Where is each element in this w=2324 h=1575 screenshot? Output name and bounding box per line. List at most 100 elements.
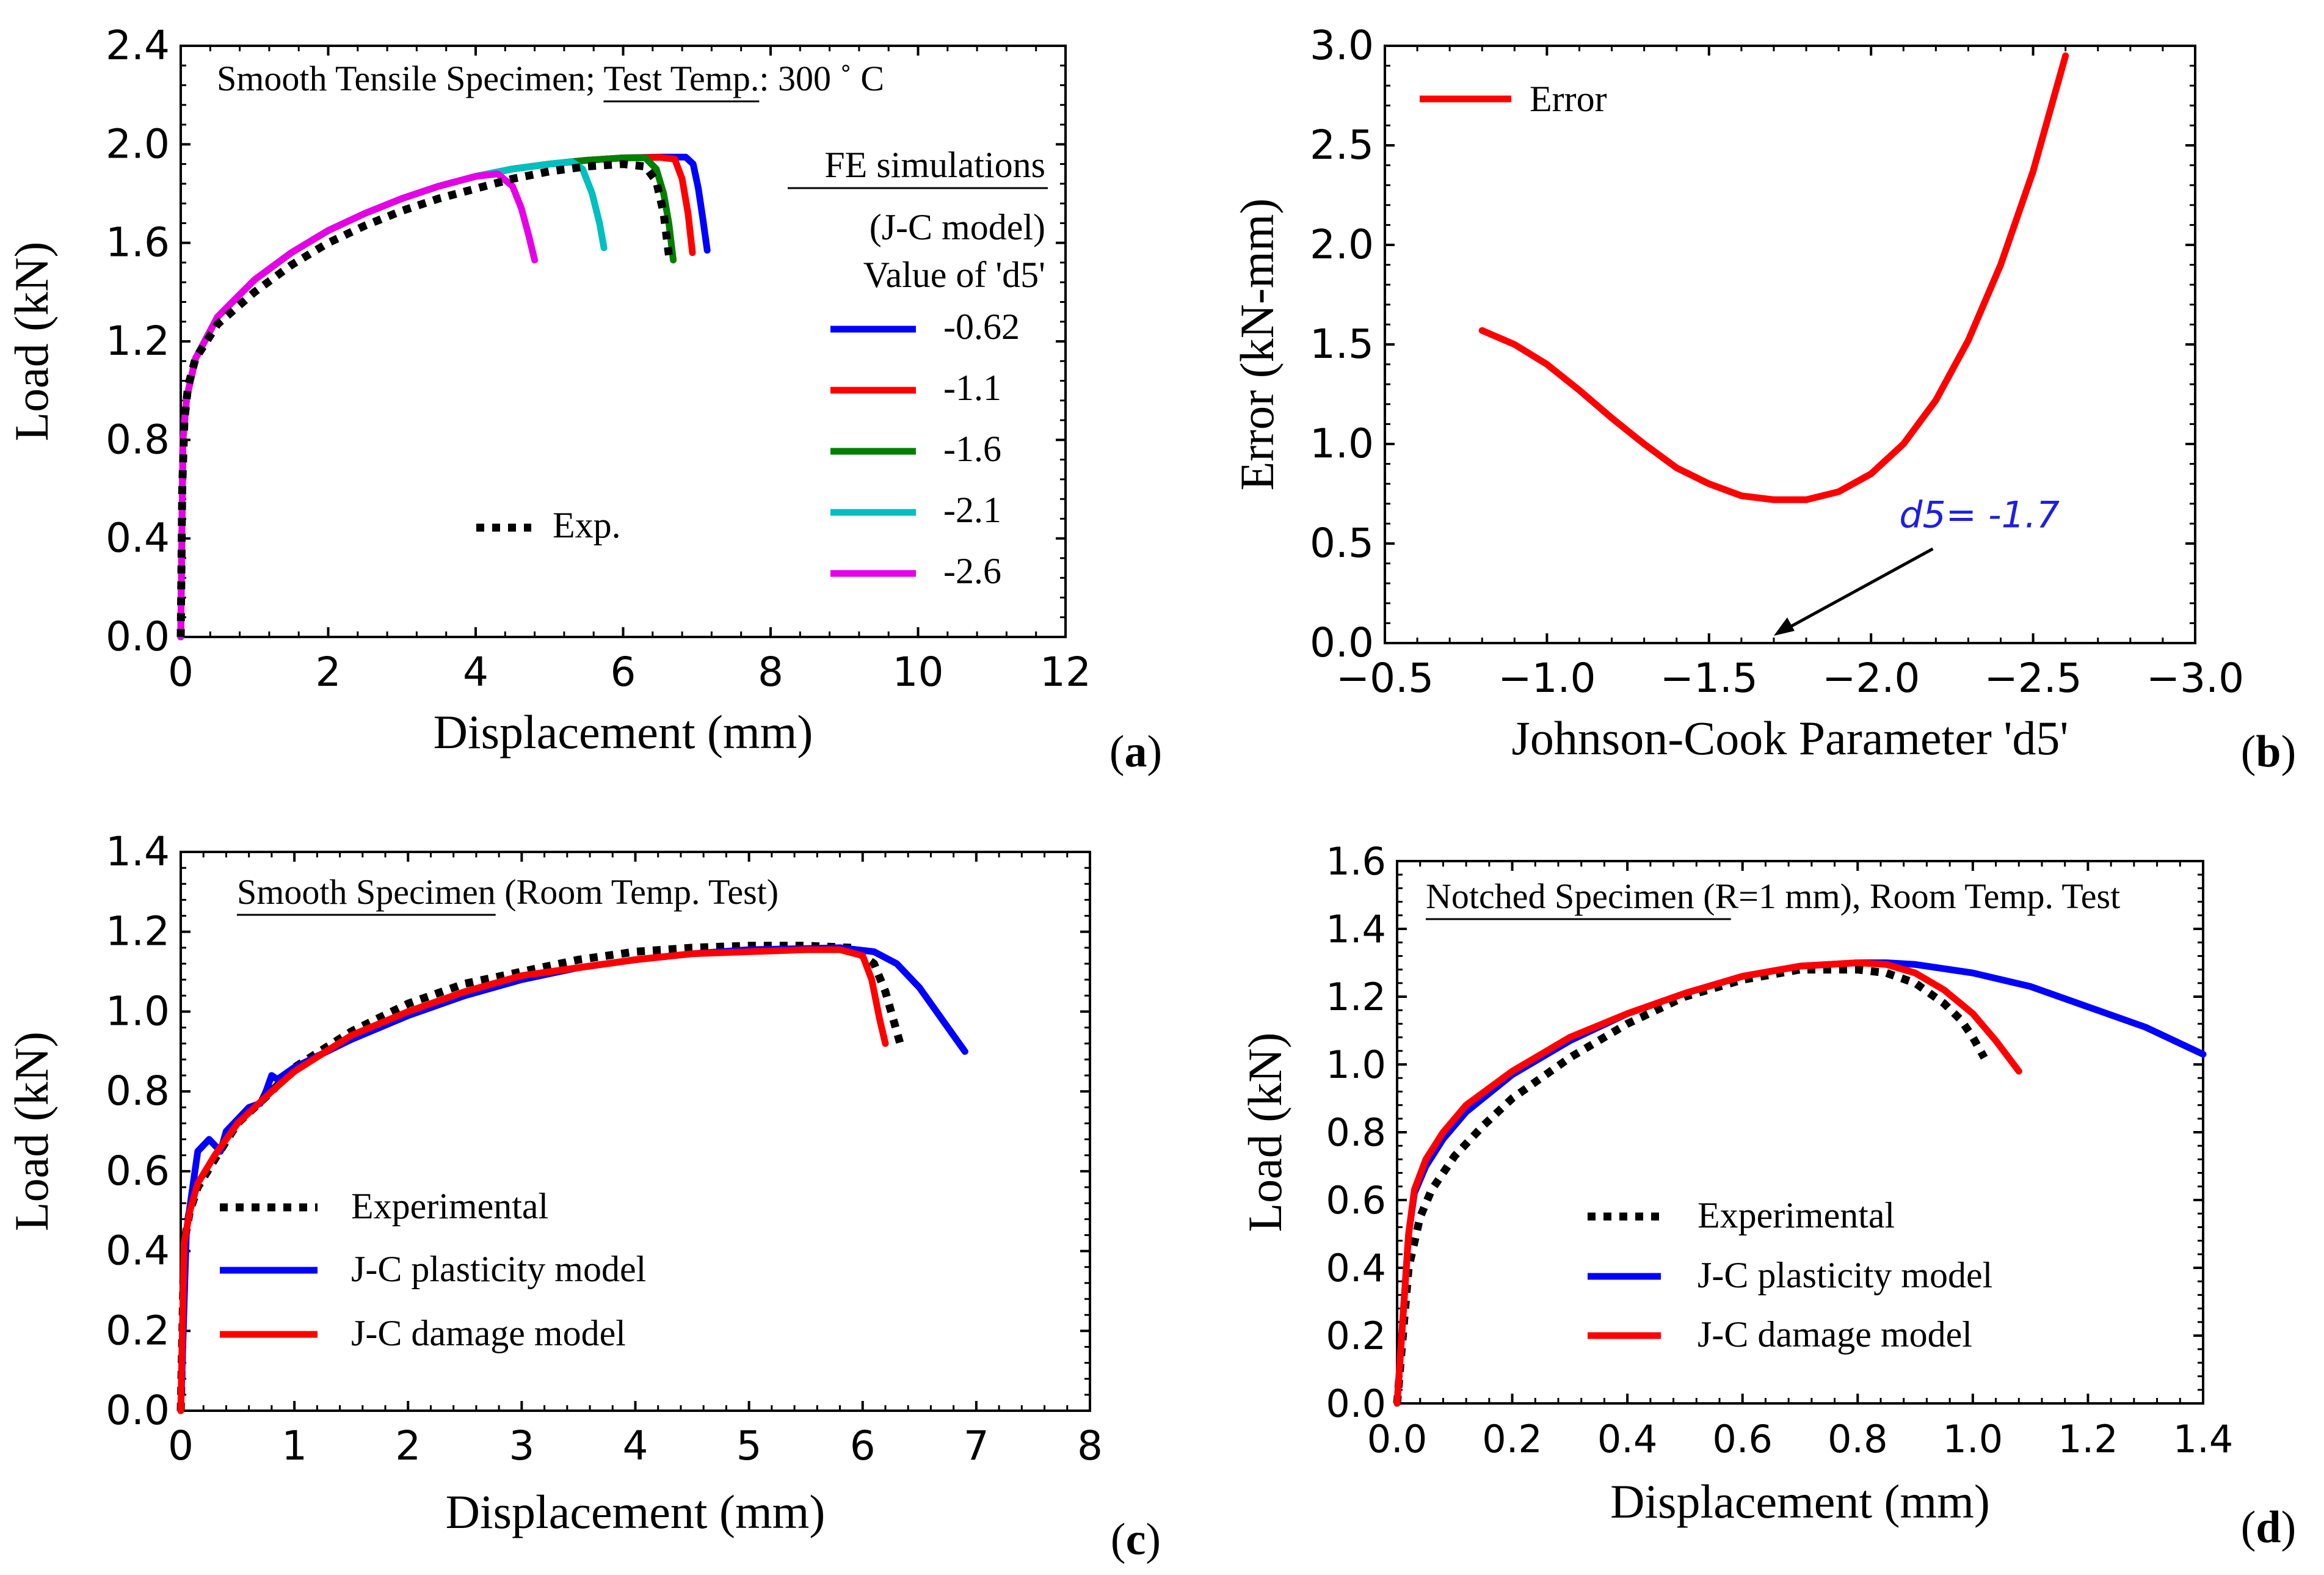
- chart-title: Notched Specimen (R=1 mm), Room Temp. Te…: [1426, 876, 2120, 916]
- legend-label: J-C plasticity model: [351, 1249, 646, 1289]
- y-tick-label: 0.5: [1310, 520, 1374, 567]
- y-tick-label: 0.4: [106, 1228, 170, 1275]
- x-tick-label: 1.2: [2058, 1417, 2118, 1461]
- series-line-0-62: [177, 153, 711, 641]
- x-tick-label: −1.5: [1660, 655, 1758, 702]
- x-tick-label: 6: [611, 649, 636, 696]
- x-tick-label: 6: [850, 1422, 876, 1469]
- x-tick-label: −1.0: [1498, 655, 1596, 702]
- chart-d: 0.0 0.2 0.4 0.6 0.8 1.0 1.2 1.4 0.0 0.2 0.4 0.6 0.8 1…: [1238, 839, 2296, 1552]
- y-axis-label: Load (kN): [5, 241, 58, 441]
- series-line-error: [1478, 52, 2069, 503]
- x-tick-label: −3.0: [2146, 655, 2244, 702]
- x-tick-label: 10: [893, 649, 944, 696]
- panel-label: (c): [1111, 1515, 1161, 1565]
- x-tick-label: 2: [395, 1422, 421, 1469]
- y-axis-label: Load (kN): [5, 1031, 58, 1231]
- y-tick-label: 0.8: [106, 1068, 170, 1115]
- y-tick-label: 1.4: [106, 828, 170, 875]
- y-tick-label: 0.2: [106, 1307, 170, 1354]
- legend-title-line: (J-C model): [870, 207, 1045, 247]
- chart-title: Smooth Tensile Specimen; Test Temp.: 300…: [217, 59, 884, 98]
- series-line-j-c-damage-model: [177, 946, 889, 1414]
- legend-label: J-C plasticity model: [1698, 1255, 1992, 1295]
- legend-label: Experimental: [351, 1186, 548, 1226]
- legend-title-line: FE simulations: [824, 145, 1045, 185]
- annotation-arrowhead: [1773, 617, 1795, 636]
- legend-title-line: Value of 'd5': [863, 255, 1045, 295]
- y-tick-label: 2.0: [106, 120, 170, 167]
- x-tick-label: 0.2: [1482, 1417, 1542, 1461]
- y-tick-label: 2.4: [106, 22, 170, 69]
- x-tick-label: −2.0: [1822, 655, 1920, 702]
- title-part: (Room Temp. Test): [496, 872, 779, 912]
- chart-b: −0.5 −1.0 −1.5 −2.0 −2.5 −3.0 0.0 0.5 1.0 1.5 2.0 2…: [1230, 22, 2296, 777]
- y-tick-label: 0.4: [1326, 1246, 1386, 1290]
- x-tick-label: 1.0: [1943, 1417, 2003, 1461]
- x-tick-label: 7: [964, 1422, 989, 1469]
- legend-label: -2.1: [943, 490, 1001, 530]
- x-tick-label: 4: [463, 649, 488, 696]
- y-tick-label: 0.6: [106, 1148, 170, 1195]
- x-tick-label: 8: [1077, 1422, 1103, 1469]
- title-part: (R=1 mm), Room Temp. Test: [1694, 876, 2121, 916]
- panel-label: (b): [2241, 727, 2296, 777]
- x-tick-label: 12: [1040, 649, 1091, 696]
- x-axis-label: Displacement (mm): [446, 1485, 826, 1538]
- annotation-text: d5= -1.7: [1899, 494, 2060, 537]
- y-tick-label: 3.0: [1310, 22, 1374, 69]
- x-tick-label: 1: [281, 1422, 307, 1469]
- plot-frame: [180, 45, 1067, 638]
- y-tick-label: 1.2: [106, 908, 170, 955]
- panel-letter: a: [1125, 727, 1147, 777]
- y-tick-label: 2.5: [1310, 122, 1374, 169]
- y-tick-label: 0.8: [106, 416, 170, 463]
- x-tick-label: −2.5: [1984, 655, 2082, 702]
- series-line-j-c-damage-model: [1393, 959, 2022, 1407]
- legend-label: Error: [1530, 79, 1607, 119]
- panel-letter: d: [2256, 1502, 2281, 1552]
- y-tick-label: 0.8: [1326, 1110, 1386, 1155]
- legend-label: Experimental: [1698, 1195, 1895, 1235]
- x-tick-label: 0.4: [1597, 1417, 1658, 1461]
- chart-c: 0 1 2 3 4 5 6 7 8 0.0 0.2 0.4 0.6 0.8 1.0 1.2 1.4 Displac…: [5, 828, 1161, 1565]
- title-part: Notched Specimen: [1426, 876, 1694, 916]
- x-tick-label: 1.4: [2173, 1417, 2234, 1461]
- x-axis-label: Displacement (mm): [434, 705, 813, 758]
- y-tick-label: 1.0: [106, 988, 170, 1035]
- title-part: Smooth Tensile Specimen;: [217, 59, 603, 98]
- y-tick-label: 0.0: [1310, 619, 1374, 666]
- title-part: Smooth Specimen: [237, 872, 496, 912]
- legend-label: Exp.: [553, 505, 621, 545]
- x-tick-label: 2: [316, 649, 341, 696]
- legend-label: J-C damage model: [351, 1313, 626, 1353]
- chart-a: 0 2 4 6 8 10 12 0.0 0.4 0.8 1.2 1.6 2.0 2.4 Displaceme…: [5, 22, 1162, 777]
- x-tick-label: 0: [168, 1422, 194, 1469]
- y-tick-label: 1.5: [1310, 321, 1374, 368]
- x-tick-label: 5: [736, 1422, 762, 1469]
- series-line-1-1: [177, 154, 696, 641]
- series-line-2-1: [177, 158, 608, 641]
- y-tick-label: 0.2: [1326, 1314, 1386, 1358]
- x-tick-label: 3: [509, 1422, 534, 1469]
- y-tick-label: 1.2: [106, 318, 170, 365]
- y-axis-label: Error (kN-mm): [1230, 198, 1284, 491]
- plot-frame: [180, 851, 1091, 1412]
- panel-letter: b: [2256, 727, 2281, 777]
- legend-label: -1.6: [943, 429, 1001, 469]
- x-tick-label: 0: [168, 649, 194, 696]
- series-line-2-6: [177, 170, 539, 641]
- panel-label: (a): [1109, 727, 1162, 777]
- y-tick-label: 0.6: [1326, 1178, 1386, 1223]
- y-tick-label: 2.0: [1310, 221, 1374, 268]
- panel-letter: c: [1126, 1515, 1146, 1565]
- legend-label: J-C damage model: [1698, 1314, 1972, 1355]
- title-part: : 300 ˚ C: [759, 59, 884, 98]
- x-tick-label: 8: [758, 649, 783, 696]
- y-tick-label: 0.0: [106, 613, 170, 660]
- title-part: Test Temp.: [603, 59, 759, 98]
- y-tick-label: 1.0: [1310, 420, 1374, 467]
- y-tick-label: 1.6: [106, 219, 170, 266]
- y-tick-label: 1.2: [1326, 975, 1386, 1019]
